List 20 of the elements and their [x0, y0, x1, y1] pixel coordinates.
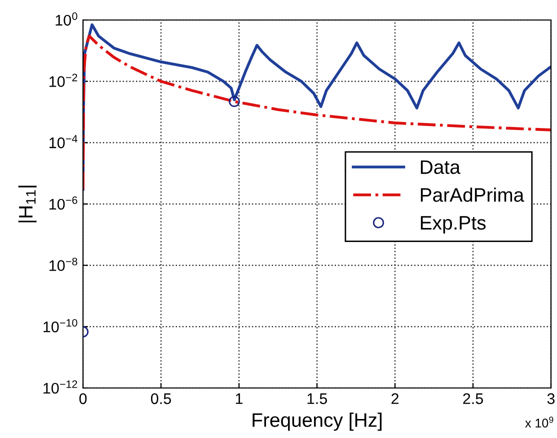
y-axis-title: |H$_{11}$| [18, 186, 37, 222]
y-tick-label: 10$^{−6}$ [50, 196, 78, 210]
y-tick-label: 10$^{−4}$ [50, 135, 78, 148]
x-tick-label: 3 [547, 393, 555, 404]
x-tick-label: 2 [392, 393, 398, 404]
y-tick-label: 10$^{−10}$ [44, 319, 78, 332]
x-tick-label: 0 [79, 393, 87, 404]
x-tick-label: 1.5 [308, 393, 327, 404]
x-tick-label: 2.5 [463, 393, 483, 404]
text: x 10$^{9}$ [525, 416, 554, 428]
legend-label: ParAdPrima [420, 188, 524, 202]
y-tick-label: 10$^{−8}$ [50, 258, 78, 271]
x-tick-label: 1 [236, 393, 243, 404]
x-tick-label: 0.5 [150, 393, 171, 404]
y-tick-label: 10$^{0}$ [56, 12, 78, 26]
legend-label: Data [420, 160, 460, 174]
y-tick-label: 10$^{−2}$ [50, 74, 78, 87]
legend-label: Exp.Pts [420, 216, 486, 234]
x-axis-title: Frequency [Hz] [252, 412, 382, 431]
y-tick-label: 10$^{−12}$ [44, 380, 78, 394]
